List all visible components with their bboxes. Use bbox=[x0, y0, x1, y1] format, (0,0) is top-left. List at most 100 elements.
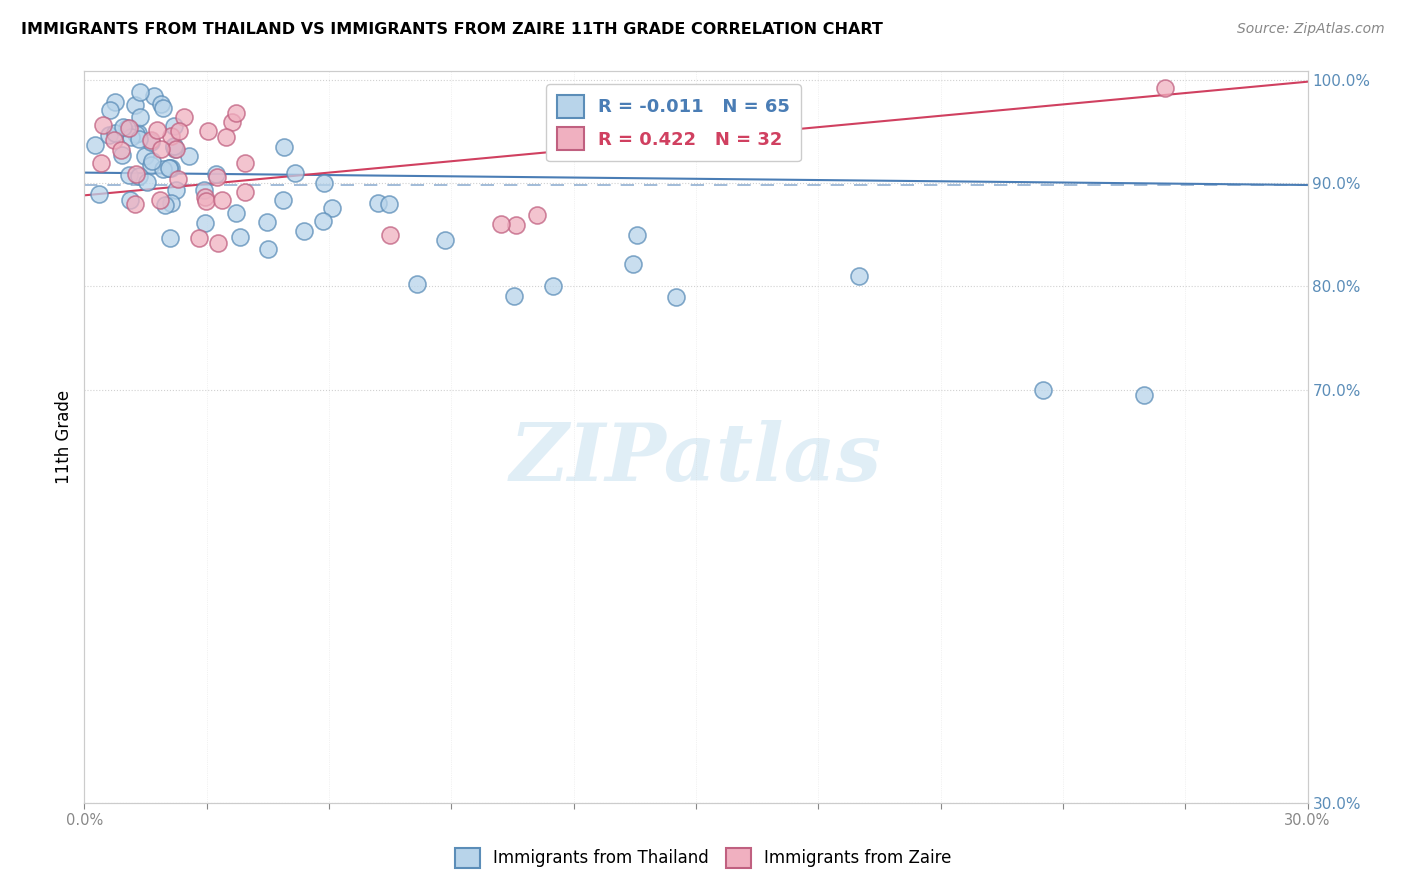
Point bbox=[273, 193, 295, 207]
Point bbox=[211, 193, 233, 207]
Point bbox=[124, 98, 146, 112]
Point bbox=[141, 158, 163, 172]
Point bbox=[233, 156, 256, 170]
Point bbox=[194, 216, 217, 230]
Point bbox=[205, 170, 228, 185]
Point bbox=[134, 149, 156, 163]
Point bbox=[543, 279, 565, 293]
Point bbox=[142, 89, 165, 103]
Point bbox=[124, 196, 146, 211]
Point bbox=[152, 162, 174, 177]
Point bbox=[225, 206, 247, 220]
Point bbox=[89, 187, 111, 202]
Point bbox=[141, 153, 163, 168]
Point bbox=[505, 219, 527, 233]
Point bbox=[124, 167, 146, 181]
Text: ZIPatlas: ZIPatlas bbox=[510, 420, 882, 498]
Point bbox=[159, 230, 181, 244]
Point bbox=[167, 124, 190, 138]
Text: Source: ZipAtlas.com: Source: ZipAtlas.com bbox=[1237, 22, 1385, 37]
Text: IMMIGRANTS FROM THAILAND VS IMMIGRANTS FROM ZAIRE 11TH GRADE CORRELATION CHART: IMMIGRANTS FROM THAILAND VS IMMIGRANTS F… bbox=[21, 22, 883, 37]
Point bbox=[848, 268, 870, 283]
Point bbox=[112, 120, 135, 134]
Point bbox=[90, 156, 112, 170]
Point bbox=[124, 127, 146, 141]
Point bbox=[103, 133, 125, 147]
Point bbox=[284, 166, 307, 180]
Point bbox=[84, 137, 107, 152]
Point bbox=[104, 95, 127, 109]
Point bbox=[141, 135, 163, 149]
Y-axis label: 11th Grade: 11th Grade bbox=[55, 390, 73, 484]
Point bbox=[145, 122, 167, 136]
Point bbox=[221, 115, 243, 129]
Point bbox=[157, 161, 180, 175]
Point bbox=[163, 119, 186, 133]
Point bbox=[118, 193, 141, 207]
Point bbox=[225, 106, 247, 120]
Point bbox=[502, 289, 524, 303]
Point bbox=[626, 228, 648, 243]
Point bbox=[165, 142, 187, 156]
Point bbox=[177, 149, 200, 163]
Point bbox=[159, 196, 181, 211]
Point bbox=[129, 85, 152, 99]
Point bbox=[621, 257, 644, 271]
Point bbox=[312, 176, 335, 190]
Point bbox=[141, 133, 163, 147]
Point bbox=[197, 124, 219, 138]
Point bbox=[207, 235, 229, 250]
Point bbox=[378, 197, 401, 211]
Point bbox=[273, 140, 295, 154]
Point bbox=[173, 110, 195, 124]
Point bbox=[118, 121, 141, 136]
Point bbox=[292, 224, 315, 238]
Point bbox=[152, 101, 174, 115]
Point bbox=[149, 97, 172, 112]
Point bbox=[311, 214, 333, 228]
Point bbox=[115, 120, 138, 135]
Point bbox=[162, 139, 184, 153]
Point bbox=[118, 168, 141, 182]
Point bbox=[120, 130, 142, 145]
Point bbox=[233, 185, 256, 199]
Legend: Immigrants from Thailand, Immigrants from Zaire: Immigrants from Thailand, Immigrants fro… bbox=[449, 841, 957, 875]
Point bbox=[98, 128, 121, 142]
Point bbox=[380, 227, 402, 242]
Point bbox=[98, 103, 121, 117]
Point bbox=[1154, 81, 1177, 95]
Point bbox=[665, 289, 688, 303]
Point bbox=[110, 144, 132, 158]
Point bbox=[150, 143, 173, 157]
Point bbox=[128, 169, 150, 183]
Point bbox=[215, 129, 238, 144]
Point bbox=[163, 142, 186, 156]
Legend: R = -0.011   N = 65, R = 0.422   N = 32: R = -0.011 N = 65, R = 0.422 N = 32 bbox=[546, 84, 801, 161]
Point bbox=[159, 161, 181, 175]
Point bbox=[91, 118, 114, 132]
Point bbox=[256, 242, 278, 256]
Point bbox=[111, 148, 134, 162]
Point bbox=[128, 110, 150, 124]
Point bbox=[157, 161, 180, 175]
Point bbox=[406, 277, 429, 291]
Point bbox=[149, 193, 172, 207]
Point bbox=[135, 175, 157, 189]
Point bbox=[1032, 383, 1054, 397]
Point bbox=[194, 190, 217, 204]
Point bbox=[367, 196, 389, 211]
Point bbox=[489, 217, 512, 231]
Point bbox=[163, 138, 186, 153]
Point bbox=[321, 201, 343, 215]
Point bbox=[104, 126, 127, 140]
Point bbox=[153, 198, 176, 212]
Point bbox=[128, 131, 150, 145]
Point bbox=[526, 208, 548, 222]
Point bbox=[188, 230, 211, 244]
Point bbox=[205, 167, 228, 181]
Point bbox=[167, 172, 190, 186]
Point bbox=[228, 229, 250, 244]
Point bbox=[195, 194, 218, 208]
Point bbox=[256, 214, 278, 228]
Point bbox=[1133, 388, 1156, 402]
